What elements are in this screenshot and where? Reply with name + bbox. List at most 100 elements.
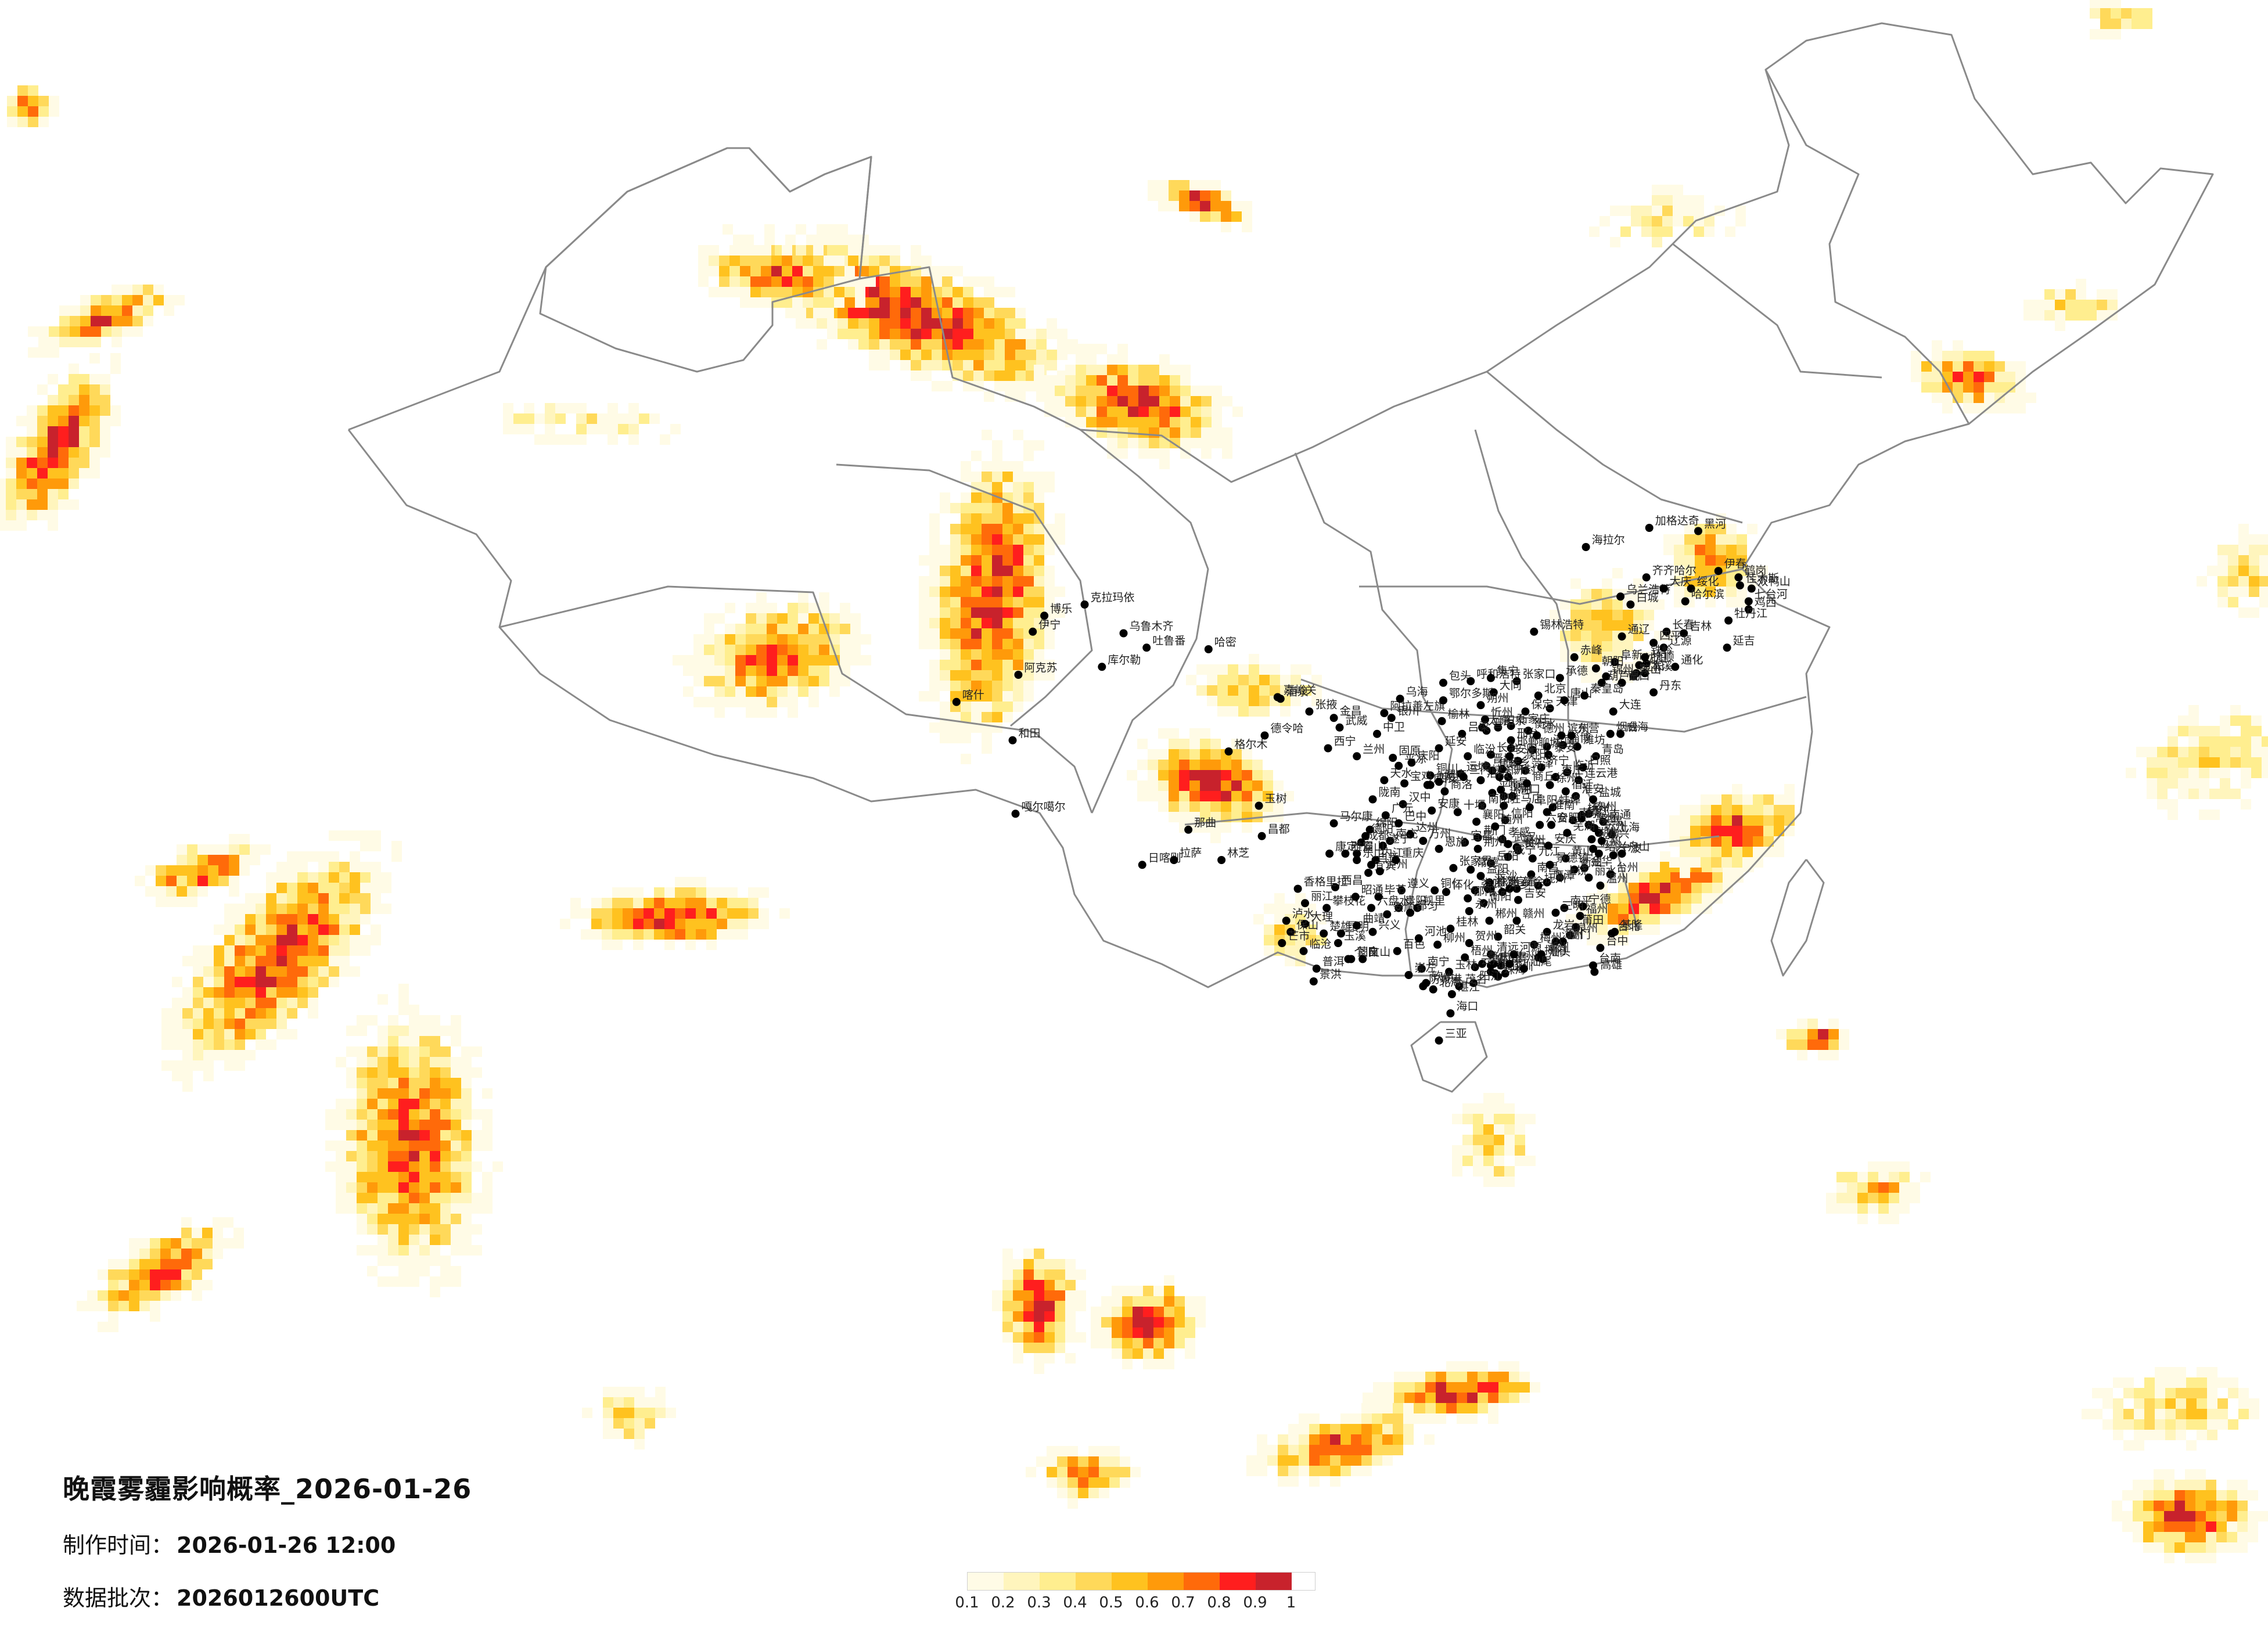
probability-cell <box>2207 1388 2217 1398</box>
probability-cell <box>378 1057 388 1067</box>
city-marker: 柳州 <box>1433 931 1465 949</box>
probability-cell <box>245 904 256 914</box>
probability-cell <box>1383 1393 1394 1403</box>
city-dot <box>1419 837 1428 845</box>
probability-cell <box>346 1141 357 1151</box>
probability-cell <box>2209 757 2220 768</box>
probability-cell <box>819 603 829 613</box>
city-marker: 怀化 <box>1442 879 1474 896</box>
city-dot <box>1521 767 1530 775</box>
probability-cell <box>1078 1467 1088 1477</box>
city-dot <box>1545 861 1554 869</box>
probability-cell <box>1109 1467 1120 1477</box>
city-marker: 揭阳 <box>1534 944 1566 962</box>
probability-cell <box>963 329 973 339</box>
city-label: 大同 <box>1500 679 1522 692</box>
probability-cell <box>38 96 49 106</box>
probability-cell <box>388 1141 398 1151</box>
city-dot <box>1579 763 1587 772</box>
legend-tick-label: 0.4 <box>1063 1594 1087 1611</box>
probability-cell <box>555 434 566 445</box>
probability-cell <box>756 603 767 613</box>
city-marker: 齐齐哈尔 <box>1642 564 1696 582</box>
probability-cell <box>1649 862 1660 872</box>
probability-cell <box>2228 1419 2238 1430</box>
probability-cell <box>329 914 339 924</box>
probability-cell <box>858 329 869 339</box>
probability-cell <box>1044 628 1055 639</box>
probability-cell <box>203 1060 214 1071</box>
probability-cell <box>798 603 808 613</box>
probability-cell <box>727 898 738 908</box>
probability-cell <box>858 245 869 256</box>
probability-cell <box>329 966 339 977</box>
probability-cell <box>1130 1467 1141 1477</box>
probability-cell <box>921 350 932 360</box>
city-dot <box>1543 742 1551 751</box>
probability-cell <box>1196 685 1207 696</box>
probability-cell <box>714 707 725 718</box>
probability-cell <box>2259 555 2268 566</box>
probability-cell <box>28 106 38 117</box>
probability-cell <box>1221 211 1231 222</box>
probability-cell <box>2262 757 2268 768</box>
probability-cell <box>767 707 777 718</box>
city-marker: 濮阳 <box>1514 748 1546 765</box>
city-marker: 海口 <box>1446 1000 1478 1017</box>
city-label: 楚雄 <box>1329 920 1352 933</box>
probability-cell <box>855 287 865 297</box>
probability-cell <box>2241 757 2251 768</box>
probability-cell <box>482 1193 493 1203</box>
probability-cell <box>256 935 266 945</box>
probability-cell <box>2102 1419 2113 1430</box>
city-marker: 漳州 <box>1551 928 1584 946</box>
probability-cell <box>1361 1466 1372 1476</box>
probability-cell <box>409 1036 419 1046</box>
probability-cell <box>696 898 706 908</box>
city-label: 鞍山 <box>1639 663 1661 676</box>
probability-cell <box>1034 375 1044 386</box>
probability-cell <box>160 1269 171 1280</box>
probability-cell <box>1023 691 1034 702</box>
probability-cell <box>419 1151 430 1161</box>
city-label: 肇庆 <box>1488 951 1510 963</box>
probability-cell <box>1221 770 1231 780</box>
probability-cell <box>1055 1311 1065 1322</box>
probability-cell <box>1288 1455 1299 1466</box>
probability-cell <box>1942 393 1953 403</box>
city-dot <box>1570 653 1579 661</box>
probability-cell <box>1153 1338 1164 1348</box>
city-label: 内江 <box>1382 847 1404 859</box>
probability-cell <box>1109 1477 1120 1488</box>
probability-cell <box>982 691 992 702</box>
probability-cell <box>1034 1343 1044 1353</box>
city-dot <box>1558 937 1567 946</box>
probability-cell <box>1732 784 1742 794</box>
probability-cell <box>1711 805 1721 815</box>
probability-cell <box>1270 675 1280 685</box>
probability-cell <box>961 733 971 743</box>
probability-cell <box>1013 587 1023 597</box>
probability-cell <box>202 1238 213 1249</box>
probability-cell <box>911 350 921 360</box>
probability-cell <box>1278 1466 1288 1476</box>
probability-cell <box>1149 386 1159 396</box>
city-marker: 萍乡 <box>1498 879 1530 896</box>
legend-tick-label: 0.1 <box>955 1594 979 1611</box>
probability-cell <box>256 904 266 914</box>
city-dot <box>1353 850 1361 858</box>
probability-cell <box>297 945 308 956</box>
probability-cell <box>371 862 381 872</box>
city-marker: 石家庄 <box>1507 713 1550 730</box>
probability-cell <box>461 1078 472 1088</box>
probability-cell <box>1143 1286 1153 1296</box>
probability-cell <box>357 1214 367 1224</box>
city-marker: 北京 <box>1534 682 1566 700</box>
probability-cell <box>371 935 381 945</box>
probability-cell <box>890 266 900 276</box>
probability-cell <box>398 1224 409 1235</box>
city-dot <box>1329 714 1338 722</box>
probability-cell <box>461 1046 472 1057</box>
probability-cell <box>1210 822 1221 833</box>
probability-cell <box>1288 1466 1299 1476</box>
